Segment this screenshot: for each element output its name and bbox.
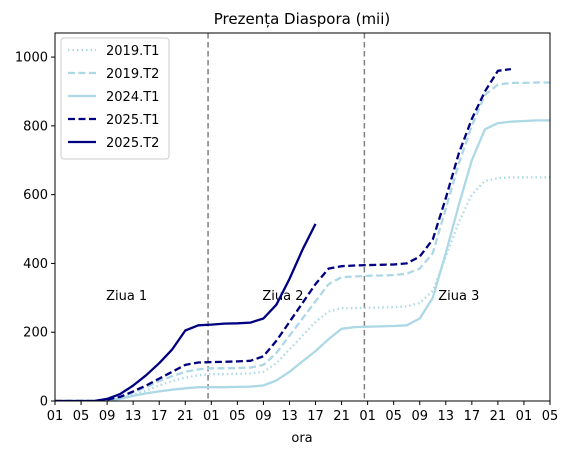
x-tick-label: 09	[411, 409, 428, 424]
day-label: Ziua 2	[262, 289, 303, 304]
y-tick-label: 0	[40, 395, 48, 410]
legend-label: 2025.T1	[106, 113, 159, 128]
series-line-2019.T1	[55, 176, 550, 401]
legend-box	[60, 37, 170, 160]
series-line-2019.T2	[55, 81, 550, 401]
series-line-2025.T1	[55, 67, 512, 401]
y-tick-label: 600	[23, 188, 48, 203]
x-tick-label: 21	[490, 409, 507, 424]
x-tick-label: 21	[177, 409, 194, 424]
x-tick-label: 13	[125, 409, 142, 424]
x-tick-label: 05	[73, 409, 90, 424]
x-tick-label: 01	[516, 409, 533, 424]
y-tick-label: 800	[23, 119, 48, 134]
x-tick-label: 21	[333, 409, 350, 424]
legend: 2019.T1 2019.T2 2024.T1 2025.T1 2025.T2	[60, 37, 170, 160]
y-tick-label: 1000	[15, 51, 48, 66]
x-tick-label: 01	[359, 409, 376, 424]
x-tick-label: 01	[203, 409, 220, 424]
x-tick-label: 17	[464, 409, 481, 424]
series-line-2024.T1	[55, 119, 550, 401]
legend-label: 2025.T2	[106, 136, 159, 151]
x-tick-label: 09	[255, 409, 272, 424]
plot-frame	[54, 32, 551, 402]
x-tick-label: 05	[385, 409, 402, 424]
x-tick-label: 05	[542, 409, 559, 424]
legend-label: 2019.T1	[106, 44, 159, 59]
chart-title: Prezența Diaspora (mii)	[214, 10, 391, 28]
legend-label: 2019.T2	[106, 67, 159, 82]
plot-area: Ziua 1 Ziua 2 Ziua 3	[55, 33, 550, 401]
x-tick-label: 05	[229, 409, 246, 424]
axes: 0 200 400 600 800 1000 01 05 09 13 17 21 01 05 09 13 17 2…	[15, 32, 559, 424]
x-tick-label: 13	[438, 409, 455, 424]
y-tick-label: 200	[23, 326, 48, 341]
series-line-2025.T2	[55, 223, 317, 401]
y-tick-label: 400	[23, 257, 48, 272]
x-tick-label: 01	[47, 409, 64, 424]
x-tick-label: 17	[151, 409, 168, 424]
x-tick-label: 17	[307, 409, 324, 424]
x-tick-label: 13	[281, 409, 298, 424]
x-axis-label: ora	[291, 431, 312, 446]
legend-label: 2024.T1	[106, 90, 159, 105]
day-label: Ziua 3	[438, 289, 479, 304]
x-tick-label: 09	[99, 409, 116, 424]
day-label: Ziua 1	[106, 289, 147, 304]
